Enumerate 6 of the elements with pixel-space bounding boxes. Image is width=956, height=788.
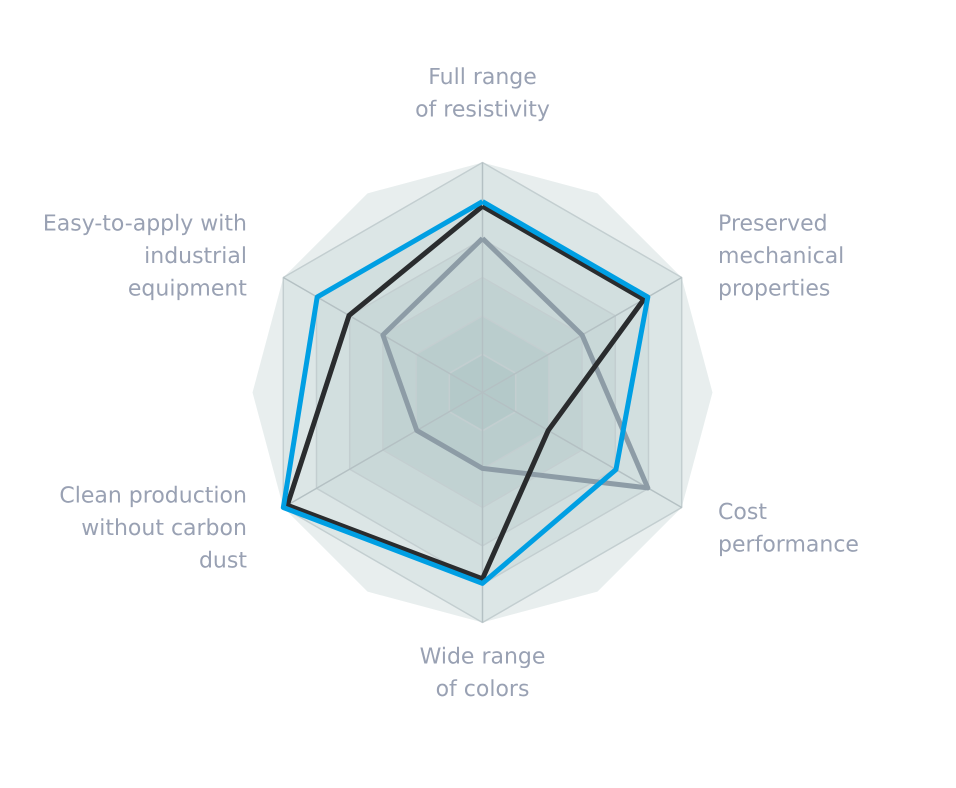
spoke-label: Clean production without carbon dust: [59, 484, 248, 574]
spoke-label: Easy-to-apply with industrial equipment: [42, 212, 248, 302]
spoke-label: Wide range of colors: [420, 644, 546, 702]
spoke-label: Cost performance: [718, 500, 859, 558]
spoke-label: Preserved mechanical properties: [718, 212, 844, 302]
spoke-label: Full range of resistivity: [415, 65, 550, 122]
